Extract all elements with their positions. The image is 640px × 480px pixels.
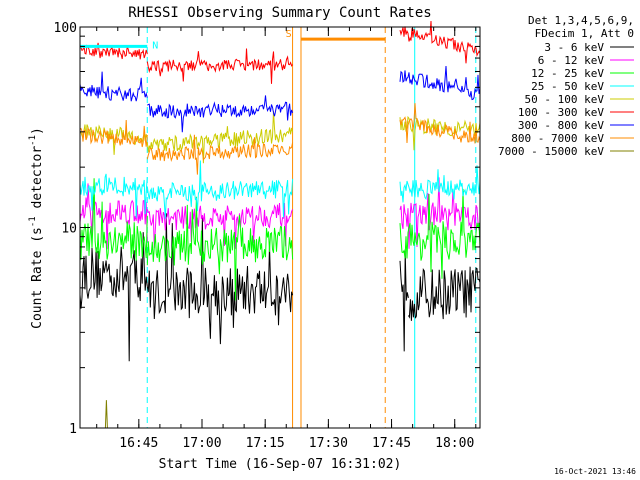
series-line [399, 103, 481, 144]
series-line [399, 115, 481, 151]
series-line [399, 165, 481, 203]
series-line [79, 71, 148, 102]
series-line [399, 20, 481, 64]
x-tick-label: 18:00 [435, 436, 474, 451]
y-tick-label: 10 [61, 222, 77, 237]
series-line [146, 134, 294, 175]
series-line [399, 177, 481, 249]
series-line [79, 178, 148, 261]
x-tick-label: 16:45 [119, 436, 158, 451]
axes: 16:45 17:00 17:15 17:30 17:45 18:00 1 10 100 [54, 21, 481, 451]
legend-label: 800 - 7000 keV [511, 132, 604, 145]
legend-label: 12 - 25 keV [531, 67, 604, 80]
y-tick-label: 100 [54, 21, 77, 36]
legend-label: 50 - 100 keV [525, 93, 605, 106]
legend-label: 100 - 300 keV [518, 106, 604, 119]
series-line [146, 160, 294, 219]
x-tick-label: 17:45 [372, 436, 411, 451]
generation-timestamp: 16-Oct-2021 13:46 [554, 467, 636, 476]
series-line [146, 196, 294, 301]
legend-label: 7000 - 15000 keV [498, 145, 604, 158]
y-axis-label-group: Count Rate (s-1 detector-1) [28, 127, 45, 329]
flag-label: N [152, 40, 158, 51]
y-axis-label-exponent: -1 [28, 216, 38, 227]
series-line [79, 119, 148, 148]
series-line [146, 111, 294, 164]
series-line [79, 183, 148, 250]
legend-label: 3 - 6 keV [544, 41, 604, 54]
series-line [79, 232, 148, 362]
chart-title: RHESSI Observing Summary Count Rates [128, 5, 431, 21]
y-tick-label: 1 [69, 422, 77, 437]
flag-label: S [286, 29, 292, 40]
series-line [399, 250, 409, 352]
series-line [407, 266, 481, 321]
y-axis-label-part: Count Rate (s [30, 227, 45, 329]
x-tick-label: 17:00 [182, 436, 221, 451]
x-tick-label: 17:30 [309, 436, 348, 451]
legend: Det 1,3,4,5,6,9, FDecim 1, Att 0 3 - 6 k… [498, 14, 634, 158]
legend-header-line: FDecim 1, Att 0 [535, 27, 634, 40]
series-line [79, 173, 148, 218]
legend-label: 300 - 800 keV [518, 119, 604, 132]
y-axis-label-part: detector [30, 146, 45, 217]
series-line [399, 188, 481, 279]
y-axis-label: Count Rate (s-1 detector-1) [28, 127, 45, 329]
x-axis-label: Start Time (16-Sep-07 16:31:02) [159, 457, 402, 472]
x-tick-label: 17:15 [246, 436, 285, 451]
series-line [146, 202, 294, 249]
series-line [399, 65, 481, 101]
legend-label: 6 - 12 keV [538, 54, 605, 67]
series-line [146, 213, 294, 345]
y-axis-label-exponent: -1 [28, 135, 38, 146]
series-lines [79, 20, 481, 429]
y-axis-label-part: ) [30, 127, 45, 135]
series-line [146, 48, 293, 84]
legend-header-line: Det 1,3,4,5,6,9, [528, 14, 634, 27]
flag-bars: NS [80, 29, 386, 51]
legend-label: 25 - 50 keV [531, 80, 604, 93]
series-line [79, 42, 148, 60]
series-line [147, 95, 294, 133]
